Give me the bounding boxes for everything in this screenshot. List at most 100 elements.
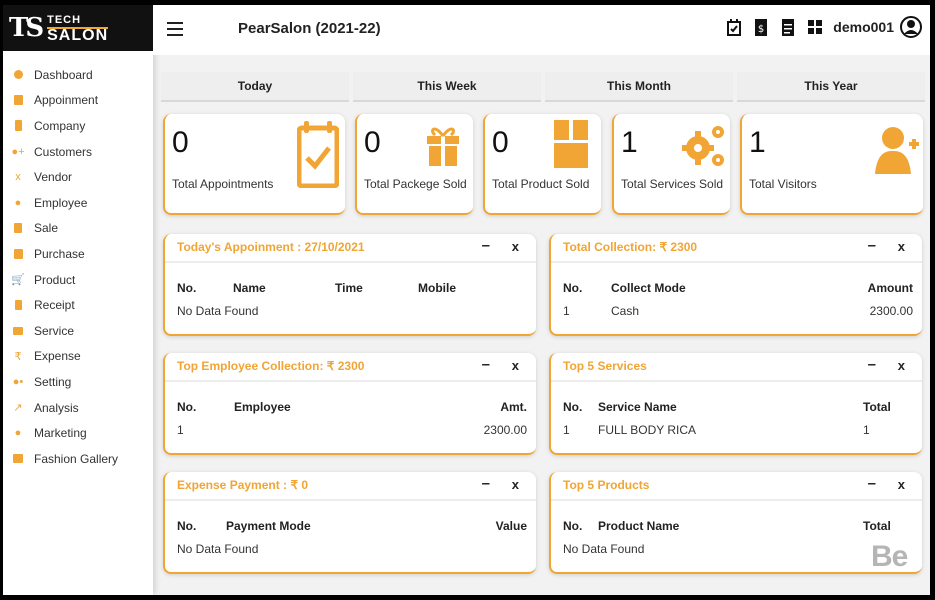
sidebar-item-fashion-gallery[interactable]: Fashion Gallery: [3, 446, 153, 472]
top-header: PearSalon (2021-22) $ demo001: [153, 5, 930, 55]
gears-icon: [682, 122, 728, 175]
tab-this-week[interactable]: This Week: [353, 72, 541, 102]
sale-icon: [12, 222, 24, 234]
stat-card-appointments[interactable]: 0 Total Appointments: [163, 114, 345, 215]
close-button[interactable]: x: [897, 477, 905, 492]
minimize-button[interactable]: –: [867, 475, 876, 492]
grid-icon[interactable]: [806, 17, 824, 37]
invoice-icon[interactable]: $: [752, 17, 770, 37]
empty-message: No Data Found: [563, 542, 645, 556]
panel-title: Top Employee Collection: ₹ 2300: [177, 359, 365, 373]
user-name[interactable]: demo001: [833, 19, 894, 35]
column-header: No.: [563, 519, 583, 533]
tab-this-month[interactable]: This Month: [545, 72, 733, 102]
sidebar-item-setting[interactable]: ●• Setting: [3, 369, 153, 395]
column-header: No.: [177, 519, 197, 533]
brand-logo[interactable]: TS TECH SALON: [3, 5, 153, 51]
sidebar-item-label: Vendor: [34, 170, 73, 185]
close-button[interactable]: x: [897, 239, 905, 254]
calendar-check-icon: [296, 120, 340, 193]
behance-watermark: Be: [871, 540, 908, 573]
panel-title: Today's Appoinment : 27/10/2021: [177, 240, 365, 254]
brand-line1: TECH: [47, 14, 82, 26]
stat-card-services[interactable]: 1 Total Services Sold: [612, 114, 730, 215]
panel-divider: [165, 261, 536, 263]
close-button[interactable]: x: [511, 477, 519, 492]
stat-value: 1: [749, 126, 766, 159]
sidebar-item-product[interactable]: 🛒 Product: [3, 267, 153, 293]
minimize-button[interactable]: –: [867, 237, 876, 254]
table-cell: 1: [563, 423, 570, 437]
sidebar-item-vendor[interactable]: x Vendor: [3, 164, 153, 190]
purchase-icon: [12, 248, 24, 260]
header-actions: $ demo001: [725, 16, 922, 38]
user-plus-icon: [875, 124, 919, 179]
brand-mark: TS: [9, 13, 44, 43]
minimize-button[interactable]: –: [481, 237, 490, 254]
close-button[interactable]: x: [897, 358, 905, 373]
column-header: Name: [233, 281, 266, 295]
column-header: No.: [177, 400, 197, 414]
table-cell: Cash: [611, 304, 640, 318]
minimize-button[interactable]: –: [867, 356, 876, 373]
sidebar-item-purchase[interactable]: Purchase: [3, 241, 153, 267]
sidebar-item-sale[interactable]: Sale: [3, 216, 153, 242]
image-icon: [12, 453, 24, 465]
document-icon[interactable]: [779, 17, 797, 37]
calendar-check-icon[interactable]: [725, 17, 743, 37]
sidebar-item-dashboard[interactable]: Dashboard: [3, 62, 153, 88]
sidebar-item-employee[interactable]: ● Employee: [3, 190, 153, 216]
tab-today[interactable]: Today: [161, 72, 349, 102]
panel-divider: [551, 499, 922, 501]
column-header: Payment Mode: [226, 519, 311, 533]
sidebar-item-company[interactable]: Company: [3, 113, 153, 139]
close-button[interactable]: x: [511, 239, 519, 254]
close-button[interactable]: x: [511, 358, 519, 373]
stat-card-visitors[interactable]: 1 Total Visitors: [740, 114, 923, 215]
column-header: No.: [563, 400, 583, 414]
brand-words: TECH SALON: [47, 14, 109, 44]
empty-message: No Data Found: [177, 542, 259, 556]
panel-title: Top 5 Services: [563, 359, 647, 373]
table-cell: 1: [863, 423, 870, 437]
table-cell: 1: [177, 423, 184, 437]
user-icon: ●: [14, 427, 22, 440]
menu-toggle-icon[interactable]: [167, 22, 183, 36]
page-title: PearSalon (2021-22): [238, 20, 381, 37]
minimize-button[interactable]: –: [481, 356, 490, 373]
sidebar-item-label: Analysis: [34, 400, 79, 415]
dashboard-icon: [12, 69, 24, 81]
sidebar-item-label: Dashboard: [34, 67, 93, 82]
panel-top-employee-collection: Top Employee Collection: ₹ 2300 – x No. …: [163, 353, 536, 455]
vendor-icon: x: [15, 171, 21, 184]
stat-value: 0: [492, 126, 509, 159]
sidebar-item-label: Company: [34, 118, 86, 133]
sidebar-item-appoinment[interactable]: Appoinment: [3, 88, 153, 114]
column-header: Service Name: [598, 400, 677, 414]
sidebar-item-label: Service: [34, 323, 75, 338]
table-cell: 2300.00: [483, 423, 527, 437]
column-header: Amt.: [500, 400, 527, 414]
stat-value: 0: [364, 126, 381, 159]
tab-this-year[interactable]: This Year: [737, 72, 925, 102]
sidebar-item-customers[interactable]: ●+ Customers: [3, 139, 153, 165]
sidebar-item-label: Marketing: [34, 426, 87, 441]
stat-card-products[interactable]: 0 Total Product Sold: [483, 114, 601, 215]
stat-label: Total Visitors: [749, 177, 817, 191]
minimize-button[interactable]: –: [481, 475, 490, 492]
sidebar-item-label: Expense: [34, 349, 81, 364]
panel-divider: [551, 261, 922, 263]
panel-top-products: Top 5 Products – x No. Product Name Tota…: [549, 472, 922, 574]
panel-title: Top 5 Products: [563, 478, 650, 492]
stat-card-packages[interactable]: 0 Total Packege Sold: [355, 114, 473, 215]
sidebar-item-analysis[interactable]: ↗ Analysis: [3, 395, 153, 421]
table-cell: FULL BODY RICA: [598, 423, 697, 437]
stat-label: Total Packege Sold: [364, 177, 467, 191]
stat-value: 1: [621, 126, 638, 159]
avatar-icon[interactable]: [900, 16, 922, 38]
sidebar-item-label: Setting: [34, 374, 72, 389]
sidebar-item-receipt[interactable]: Receipt: [3, 292, 153, 318]
sidebar-item-marketing[interactable]: ● Marketing: [3, 420, 153, 446]
sidebar-item-service[interactable]: Service: [3, 318, 153, 344]
sidebar-item-expense[interactable]: ₹ Expense: [3, 344, 153, 370]
